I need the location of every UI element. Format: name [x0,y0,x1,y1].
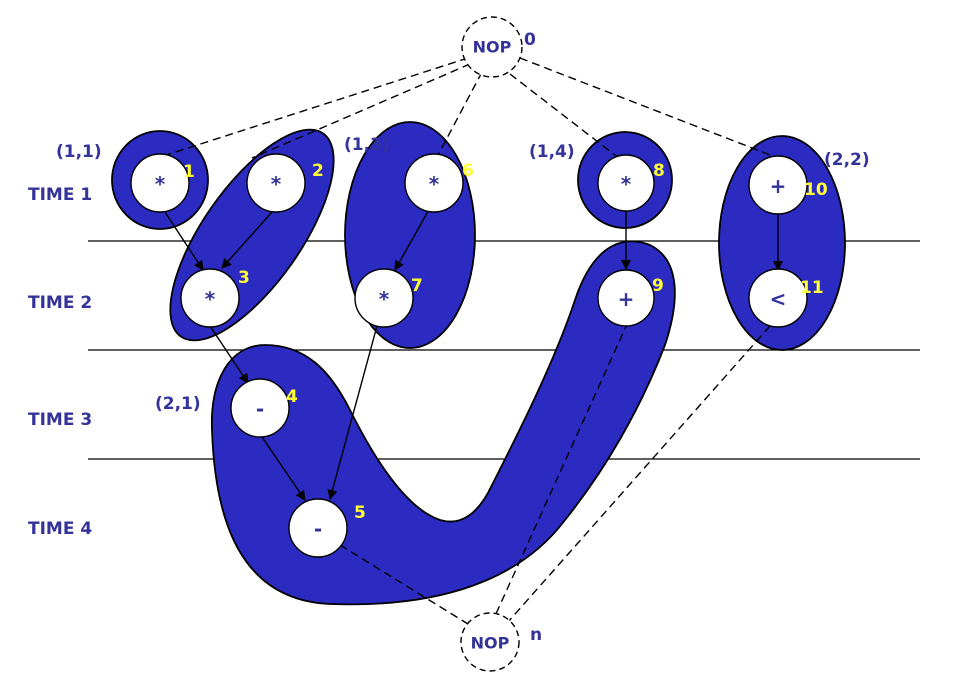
dashed-edge-0-1 [159,57,469,158]
node-2-id: 2 [312,161,324,181]
group-label-1-3: (1,3) [344,135,390,155]
node-6-id: 6 [462,161,474,181]
nop-top-circle [461,16,523,78]
node-8-circle [597,154,655,212]
edge-2-3 [221,211,273,269]
node-9-id: 9 [652,276,664,296]
node-5-op: - [314,517,322,541]
node-9-circle [597,269,655,327]
node-6-op: * [429,172,440,196]
node-3-circle [180,268,240,328]
nop-top-label: NOP [473,38,512,57]
node-10-circle [748,155,808,215]
node-11: < 11 [748,268,824,328]
dashed-edge-9-n [494,321,629,617]
node-8-op: * [621,172,632,196]
node-1-circle [130,153,190,213]
nop-top-node: NOP 0 [461,16,536,78]
dashed-edge-0-10 [519,57,779,159]
time-label-2: TIME 2 [28,293,92,313]
edge-6-7 [394,205,432,271]
nop-bottom-node: NOP n [460,612,542,672]
time-label-1: TIME 1 [28,185,92,205]
group-label-1-1: (1,1) [56,142,102,162]
node-11-circle [748,268,808,328]
node-10-op: + [770,174,787,198]
node-7-id: 7 [411,276,423,296]
node-9-op: + [618,287,635,311]
nop-top-id: 0 [524,30,536,50]
nop-bottom-id: n [530,625,542,645]
node-4-circle [230,378,290,438]
node-6: * 6 [404,153,474,213]
node-3: * 3 [180,268,250,328]
group-label-1-4: (1,4) [529,142,575,162]
time-label-3: TIME 3 [28,410,92,430]
node-7: * 7 [354,268,423,328]
dashed-edge-0-2 [251,63,471,159]
node-5-circle [288,498,348,558]
node-3-id: 3 [238,268,250,288]
node-9: + 9 [597,269,664,327]
nop-bottom-label: NOP [471,634,510,653]
time-label-4: TIME 4 [28,519,92,539]
node-6-circle [404,153,464,213]
dashed-edge-0-6 [436,71,483,158]
node-8-id: 8 [653,161,665,181]
dashed-edge-0-8 [509,73,621,160]
edge-7-5 [327,325,378,500]
node-7-circle [354,268,414,328]
node-10: + 10 [748,155,828,215]
node-4-id: 4 [286,387,298,407]
group-label-2-2: (2,2) [824,150,870,170]
node-8: * 8 [597,154,665,212]
nop-bottom-circle [460,612,520,672]
edge-4-5 [261,436,306,501]
node-4: - 4 [230,378,298,438]
node-5: - 5 [288,498,366,558]
group-label-2-1: (2,1) [155,394,201,414]
node-1-op: * [155,172,166,196]
node-1: * 1 [130,153,195,213]
node-5-id: 5 [354,503,366,523]
node-2-op: * [271,172,282,196]
group-label-1-2: (1,2) [201,142,247,162]
edge-1-3 [164,211,204,271]
node-3-op: * [205,287,216,311]
node-2-circle [246,153,306,213]
node-10-id: 10 [804,180,828,200]
node-7-op: * [379,287,390,311]
node-4-op: - [256,397,264,421]
node-2: * 2 [246,153,324,213]
node-11-id: 11 [800,278,824,298]
edge-3-4 [209,325,249,384]
dashed-edge-11-n [507,325,771,623]
node-1-id: 1 [183,162,195,182]
node-11-op: < [770,287,787,311]
